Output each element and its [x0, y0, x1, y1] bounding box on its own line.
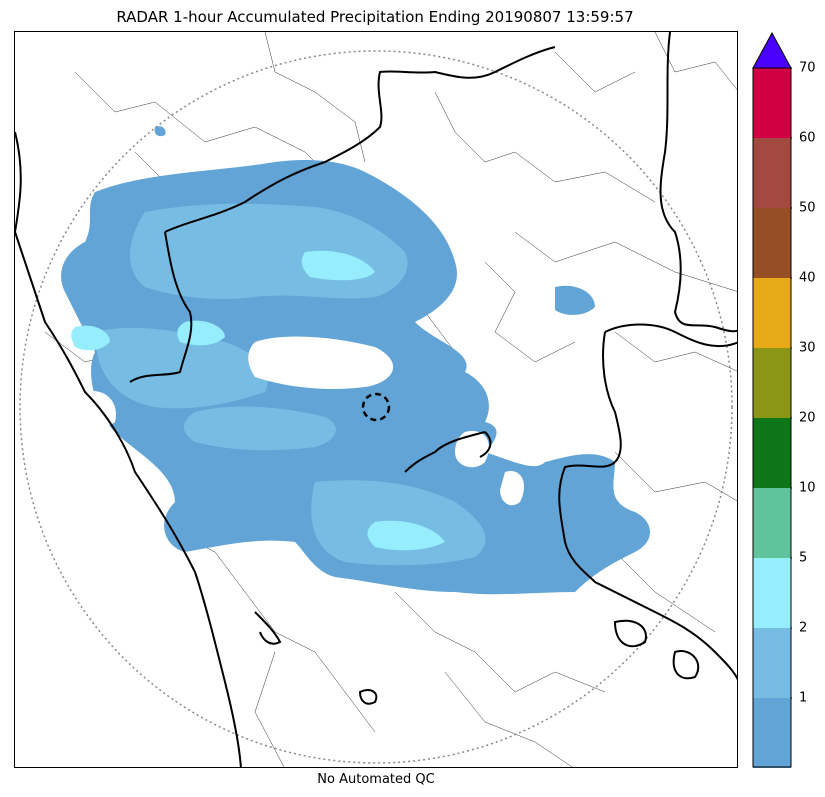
colorbar-bin-1: [753, 628, 791, 698]
colorbar-bin-7: [753, 208, 791, 278]
precip-heavy-cell-3: [367, 520, 445, 551]
radar-range-ring: [19, 50, 733, 764]
colorbar-bin-9: [753, 68, 791, 138]
radar-site-marker: [361, 392, 391, 422]
colorbar-tick-label: 30: [799, 340, 816, 356]
precip-heavy-cell: [301, 250, 375, 281]
colorbar-tick-label: 70: [799, 60, 816, 76]
colorbar-tick-label: 5: [799, 550, 808, 566]
precip-medium-area-4: [183, 406, 336, 451]
state-boundaries: [15, 32, 737, 767]
colorbar-bin-5: [753, 348, 791, 418]
colorbar-tick-label: 20: [799, 410, 816, 426]
colorbar-extend-arrow: [752, 32, 792, 69]
radar-map[interactable]: [14, 31, 738, 768]
radar-map-canvas: [15, 32, 737, 767]
no-precip-gap-2: [455, 431, 489, 468]
precip-light-patch: [555, 285, 595, 315]
precip-light-patch-2: [154, 126, 166, 137]
colorbar-bin-0: [753, 698, 791, 768]
qc-note: No Automated QC: [317, 772, 435, 787]
colorbar-bin-8: [753, 138, 791, 208]
colorbar-canvas: [752, 32, 792, 768]
colorbar-tick-label: 2: [799, 620, 808, 636]
precip-heavy-cell-4: [71, 325, 110, 351]
precip-layer: [61, 126, 650, 595]
colorbar-bin-2: [753, 558, 791, 628]
colorbar-tick-label: 10: [799, 480, 816, 496]
colorbar-bin-6: [753, 278, 791, 348]
colorbar-tick-label: 50: [799, 200, 816, 216]
colorbar-bin-3: [753, 488, 791, 558]
colorbar: [752, 32, 792, 768]
colorbar-tick-label: 60: [799, 130, 816, 146]
no-precip-gap-3: [500, 471, 525, 506]
colorbar-tick-label: 1: [799, 690, 808, 706]
colorbar-bin-4: [753, 418, 791, 488]
colorbar-tick-label: 40: [799, 270, 816, 286]
map-title: RADAR 1-hour Accumulated Precipitation E…: [116, 8, 634, 26]
no-precip-gap: [248, 336, 394, 389]
